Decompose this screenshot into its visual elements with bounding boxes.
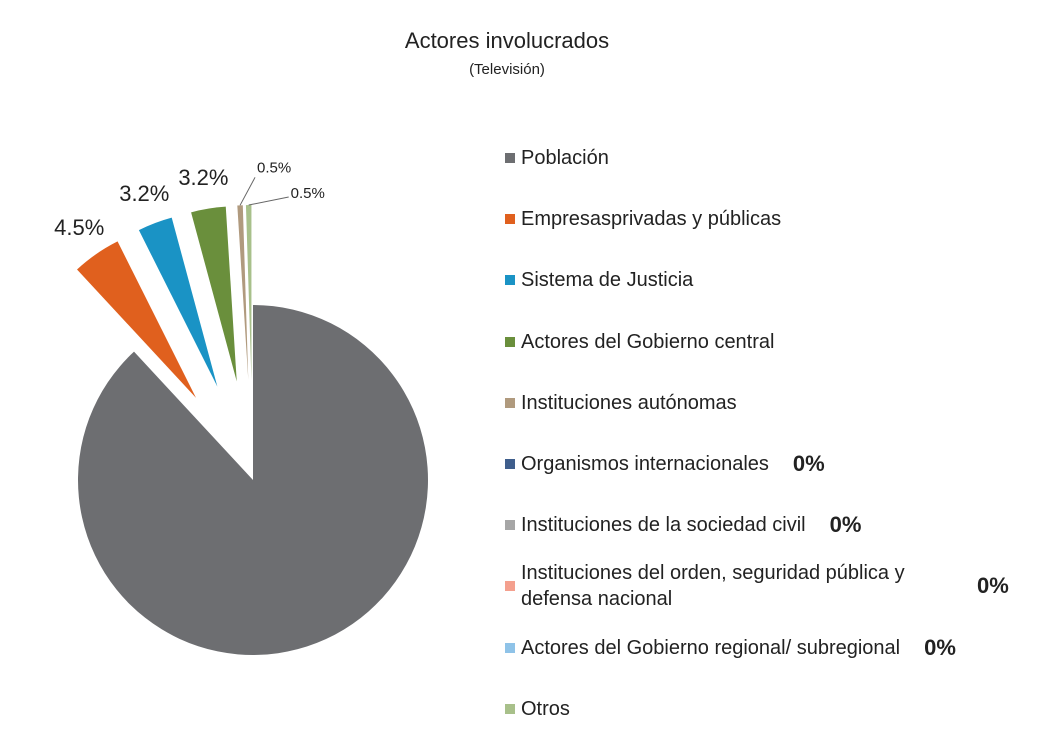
data-label: 0% <box>829 512 862 538</box>
pie-slice <box>138 217 218 387</box>
legend-label: Otros <box>521 697 570 720</box>
chart-subtitle: (Televisión) <box>469 61 545 78</box>
legend-label: Actores del Gobierno regional/ subregion… <box>521 636 901 659</box>
legend-swatch <box>505 703 515 714</box>
pie-slice <box>77 241 197 398</box>
pie-slice <box>237 205 249 381</box>
legend-swatch <box>505 520 515 531</box>
leader-line <box>248 196 289 206</box>
data-label: 3.2% <box>119 181 169 206</box>
chart-title: Actores involucrados <box>405 28 609 53</box>
legend-item: Sistema de Justicia <box>505 267 693 293</box>
legend-item: Población <box>505 145 609 171</box>
legend-label: Población <box>521 147 609 169</box>
legend-swatch <box>505 642 515 653</box>
legend-item: Instituciones autónomas <box>505 390 737 416</box>
legend-swatch <box>505 581 515 592</box>
legend-item: Actores del Gobierno central <box>505 329 774 355</box>
legend-label: Actores del Gobierno central <box>521 330 775 353</box>
legend-item: Organismos internacionales 0% <box>505 451 825 477</box>
leader-line <box>239 177 256 206</box>
legend-swatch <box>505 397 515 408</box>
legend-item: Otros <box>505 696 570 722</box>
legend-label: Empresasprivadas y públicas <box>521 208 782 231</box>
legend-item: Instituciones del orden, seguridad públi… <box>505 560 1009 612</box>
legend-label: Instituciones de la sociedad civil <box>521 514 806 537</box>
legend-label: Sistema de Justicia <box>521 269 694 292</box>
legend-swatch <box>505 214 515 225</box>
legend-item: Empresasprivadas y públicas <box>505 206 781 232</box>
data-label: 0.5% <box>291 185 325 202</box>
pie-slice <box>191 206 237 382</box>
data-label: 0.5% <box>257 159 291 176</box>
legend-item: Instituciones de la sociedad civil 0% <box>505 512 861 538</box>
legend-label: Instituciones del orden, seguridad públi… <box>521 562 905 611</box>
pie-slice <box>245 205 252 381</box>
pie-slice <box>77 305 429 655</box>
data-label: 4.5% <box>54 215 104 240</box>
data-label: 3.2% <box>178 165 228 190</box>
legend-label: Instituciones autónomas <box>521 391 737 414</box>
legend-swatch <box>505 153 515 163</box>
legend-swatch <box>505 459 515 469</box>
data-label: 0% <box>792 451 825 476</box>
data-label: 0% <box>924 634 956 660</box>
data-label: 0% <box>977 573 1009 599</box>
legend-label: Organismos internacionales <box>521 453 769 475</box>
legend-swatch <box>505 275 515 286</box>
legend-swatch <box>505 336 515 347</box>
legend-item: Actores del Gobierno regional/ subregion… <box>505 635 956 661</box>
